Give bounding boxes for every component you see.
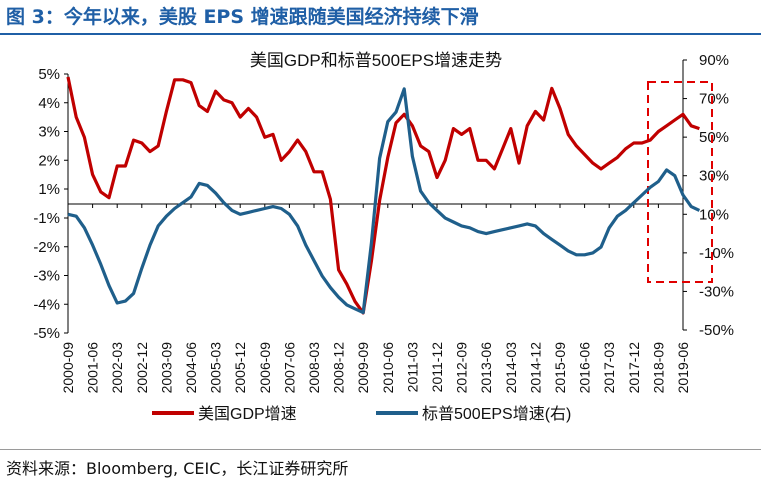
x-tick-label: 2010-06	[380, 342, 396, 394]
left-tick-label: -4%	[33, 296, 60, 313]
left-tick-label: 3%	[38, 124, 60, 141]
highlight-box-group	[647, 81, 713, 283]
right-tick-label: -10%	[699, 245, 734, 262]
title-rule	[0, 33, 761, 35]
right-tick-label: 30%	[699, 168, 729, 185]
left-tick-label: -3%	[33, 268, 60, 285]
x-tick-label: 2014-12	[527, 342, 543, 394]
x-tick-label: 2001-06	[85, 342, 101, 394]
x-tick-label: 2014-03	[503, 342, 519, 394]
right-tick-label: -30%	[699, 283, 734, 300]
highlight-box	[647, 81, 713, 283]
legend-gdp-label: 美国GDP增速	[198, 405, 297, 423]
x-tick-label: 2009-09	[355, 342, 371, 394]
left-tick-label: -5%	[33, 325, 60, 342]
gdp-growth-line	[66, 76, 700, 315]
x-tick-label: 2017-03	[601, 342, 617, 394]
chart-lines	[66, 76, 701, 315]
x-tick-label: 2002-03	[109, 342, 125, 394]
legend-eps-label: 标普500EPS增速(右)	[422, 405, 571, 423]
eps-growth-line	[67, 87, 701, 315]
right-tick-label: 70%	[699, 91, 729, 108]
x-tick-label: 2002-12	[134, 342, 150, 394]
right-tick-label: 90%	[699, 52, 729, 69]
x-tick-label: 2012-09	[454, 342, 470, 394]
x-tick-label: 2013-06	[478, 342, 494, 394]
x-tick-label: 2000-09	[60, 342, 76, 394]
x-tick-label: 2018-09	[650, 342, 666, 394]
left-tick-label: -1%	[33, 210, 60, 227]
chart-axes: 5% 4% 3% 2% 1% -1% -2% -3% -4% -5% 90% 70% 50% 30% 10%…	[33, 52, 734, 393]
x-tick-label: 2007-06	[281, 342, 297, 394]
x-tick-label: 2015-09	[552, 342, 568, 394]
x-tick-label: 2005-03	[208, 342, 224, 394]
figure-title: 图 3：今年以来，美股 EPS 增速跟随美国经济持续下滑	[6, 6, 479, 28]
right-tick-label: -50%	[699, 322, 734, 339]
x-tick-label: 2016-06	[577, 342, 593, 394]
left-tick-label: 2%	[38, 152, 60, 169]
x-tick-label: 2017-12	[626, 342, 642, 394]
source-note: 资料来源：Bloomberg, CEIC，长江证券研究所	[6, 459, 349, 478]
left-tick-label: 4%	[38, 95, 60, 112]
right-tick-label: 10%	[699, 206, 729, 223]
x-tick-label: 2006-09	[257, 342, 273, 394]
x-tick-label: 2011-12	[429, 342, 445, 393]
left-tick-label: -2%	[33, 239, 60, 256]
line-chart: 美国GDP和标普500EPS增速走势 5% 4% 3% 2% 1% -1% -2% -3% -4…	[33, 51, 734, 423]
right-tick-label: 50%	[699, 129, 729, 146]
x-tick-label: 2019-06	[675, 342, 691, 394]
x-tick-label: 2008-03	[306, 342, 322, 394]
left-tick-label: 1%	[38, 181, 60, 198]
x-tick-label: 2004-06	[183, 342, 199, 394]
x-tick-label: 2003-09	[158, 342, 174, 394]
chart-title: 美国GDP和标普500EPS增速走势	[250, 51, 502, 70]
left-tick-label: 5%	[38, 66, 60, 83]
source-rule	[0, 449, 761, 450]
chart-legend: 美国GDP增速 标普500EPS增速(右)	[152, 405, 571, 423]
x-tick-label: 2005-12	[232, 342, 248, 394]
x-tick-label: 2008-12	[331, 342, 347, 394]
x-tick-label: 2011-03	[404, 342, 420, 393]
